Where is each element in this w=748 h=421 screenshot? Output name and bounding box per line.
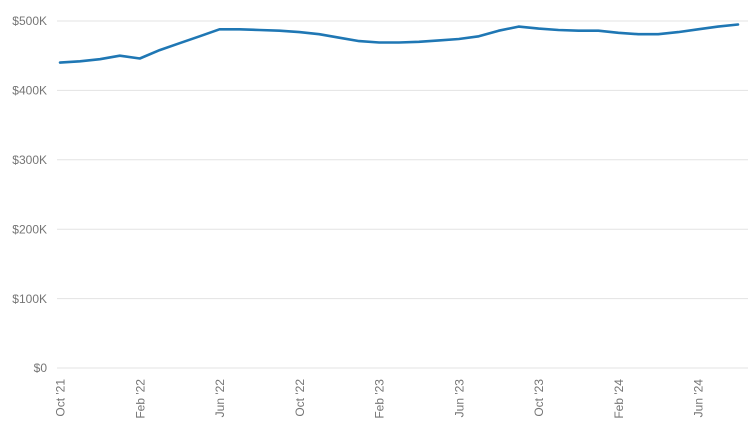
x-axis-label: Oct '21 [54,379,68,417]
x-axis-label: Feb '22 [133,379,147,419]
y-axis-label: $0 [34,361,48,375]
x-axis-label: Oct '23 [532,379,546,417]
y-axis-labels: $0 $100K $200K $300K $400K $500K [12,14,47,375]
gridlines [57,20,748,369]
y-axis-label: $500K [12,14,47,28]
x-axis-labels: Oct '21 Feb '22 Jun '22 Oct '22 Feb '23 Jun '… [54,379,706,419]
x-axis-label: Jun '22 [213,379,227,418]
y-axis-label: $300K [12,153,47,167]
x-axis-label: Feb '24 [612,379,626,419]
x-axis-label: Oct '22 [293,379,307,417]
x-axis-label: Feb '23 [373,379,387,419]
y-axis-label: $400K [12,84,47,98]
y-axis-label: $100K [12,292,47,306]
y-axis-label: $200K [12,222,47,236]
x-axis-label: Jun '24 [692,379,706,418]
series-line[interactable] [58,23,740,64]
x-axis-label: Jun '23 [452,379,466,418]
